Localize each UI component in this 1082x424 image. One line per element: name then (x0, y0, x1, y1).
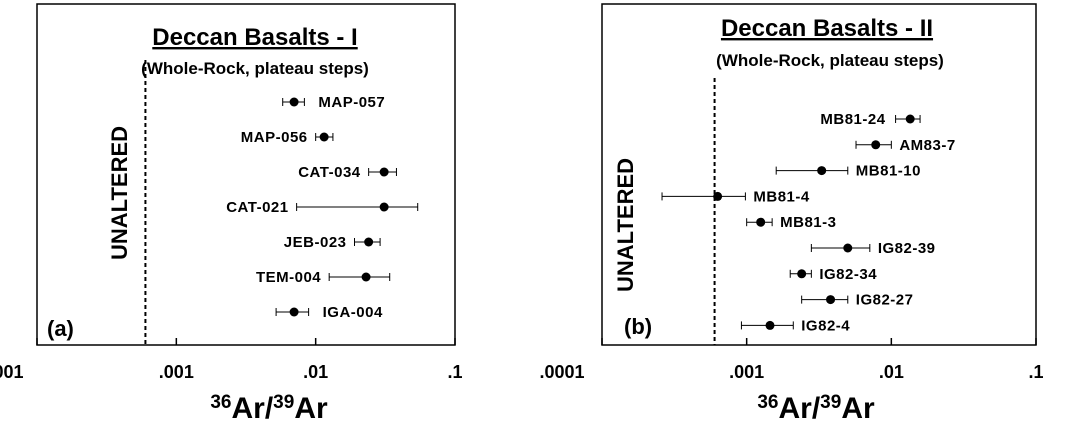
point-marker (319, 132, 329, 142)
point-marker (797, 269, 807, 279)
point-marker (289, 307, 299, 317)
panel-a: Deccan Basalts - I (Whole-Rock, plateau … (0, 3, 463, 424)
point-label: MB81-3 (780, 214, 836, 231)
point-marker (379, 202, 389, 212)
data-point-tem-004: TEM-004 (256, 269, 391, 286)
point-marker (289, 97, 299, 107)
data-point-ig82-34: IG82-34 (789, 266, 877, 283)
data-point-cat-021: CAT-021 (226, 199, 419, 216)
panel-b-xticks: .0001 .001 .01 .1 (539, 338, 1044, 382)
point-label: JEB-023 (284, 234, 347, 251)
panel-a-frame (36, 3, 456, 346)
point-label: IG82-39 (878, 240, 936, 257)
panel-a-xticks: .0001 .001 .01 .1 (0, 338, 463, 382)
panel-b-points: MB81-24AM83-7MB81-10MB81-4MB81-3IG82-39I… (661, 111, 955, 334)
point-label: IG82-34 (819, 266, 877, 283)
point-marker (765, 320, 775, 330)
xtick-label: .1 (1028, 362, 1043, 382)
data-point-mb81-4: MB81-4 (661, 188, 810, 205)
point-label: CAT-034 (298, 164, 361, 181)
point-marker (826, 295, 836, 305)
point-label: AM83-7 (899, 137, 955, 154)
point-marker (871, 140, 881, 150)
panel-b-title: Deccan Basalts - II (721, 15, 933, 42)
data-point-map-057: MAP-057 (282, 94, 385, 111)
panel-b-unaltered-label: UNALTERED (613, 158, 638, 292)
panel-b-xlabel: 36Ar/39Ar (757, 392, 875, 424)
point-marker (361, 272, 371, 282)
point-label: IG82-27 (856, 292, 914, 309)
panel-b-subtitle: (Whole-Rock, plateau steps) (716, 51, 944, 70)
panel-a-xlabel: 36Ar/39Ar (210, 392, 328, 424)
point-marker (379, 167, 389, 177)
data-point-ig82-27: IG82-27 (801, 292, 914, 309)
data-point-mb81-10: MB81-10 (775, 163, 921, 180)
point-marker (843, 243, 853, 253)
xtick-label: .01 (879, 362, 904, 382)
xtick-label: .0001 (0, 362, 24, 382)
data-point-map-056: MAP-056 (241, 129, 334, 146)
panel-b: Deccan Basalts - II (Whole-Rock, plateau… (539, 3, 1044, 424)
xtick-label: .001 (159, 362, 194, 382)
point-label: IGA-004 (323, 304, 383, 321)
panel-a-title: Deccan Basalts - I (152, 24, 357, 51)
point-label: MAP-057 (318, 94, 385, 111)
data-point-iga-004: IGA-004 (275, 304, 383, 321)
data-point-jeb-023: JEB-023 (284, 234, 381, 251)
data-point-ig82-4: IG82-4 (740, 317, 850, 334)
panel-b-letter: (b) (624, 314, 652, 339)
panel-a-subtitle: (Whole-Rock, plateau steps) (141, 59, 369, 78)
panel-b-frame (601, 3, 1037, 346)
panel-a-letter: (a) (47, 316, 74, 341)
xtick-label: .0001 (539, 362, 584, 382)
xtick-label: .01 (303, 362, 328, 382)
point-label: MAP-056 (241, 129, 308, 146)
point-label: MB81-4 (753, 188, 810, 205)
point-label: IG82-4 (801, 317, 850, 334)
data-point-mb81-24: MB81-24 (820, 111, 921, 128)
panel-a-unaltered-label: UNALTERED (107, 126, 132, 260)
point-label: TEM-004 (256, 269, 321, 286)
xtick-label: .1 (447, 362, 462, 382)
data-point-cat-034: CAT-034 (298, 164, 397, 181)
point-label: MB81-10 (856, 163, 921, 180)
point-marker (364, 237, 374, 247)
point-marker (817, 166, 827, 176)
point-label: MB81-24 (820, 111, 885, 128)
data-point-ig82-39: IG82-39 (810, 240, 936, 257)
panel-a-points: MAP-057 MAP-056 CAT-034 CAT-021 JEB-023 TEM-0… (226, 94, 419, 321)
point-marker (905, 114, 915, 124)
xtick-label: .001 (729, 362, 764, 382)
point-label: CAT-021 (226, 199, 288, 216)
point-marker (713, 191, 723, 201)
data-point-mb81-3: MB81-3 (746, 214, 836, 231)
data-point-am83-7: AM83-7 (855, 137, 955, 154)
point-marker (756, 217, 766, 227)
